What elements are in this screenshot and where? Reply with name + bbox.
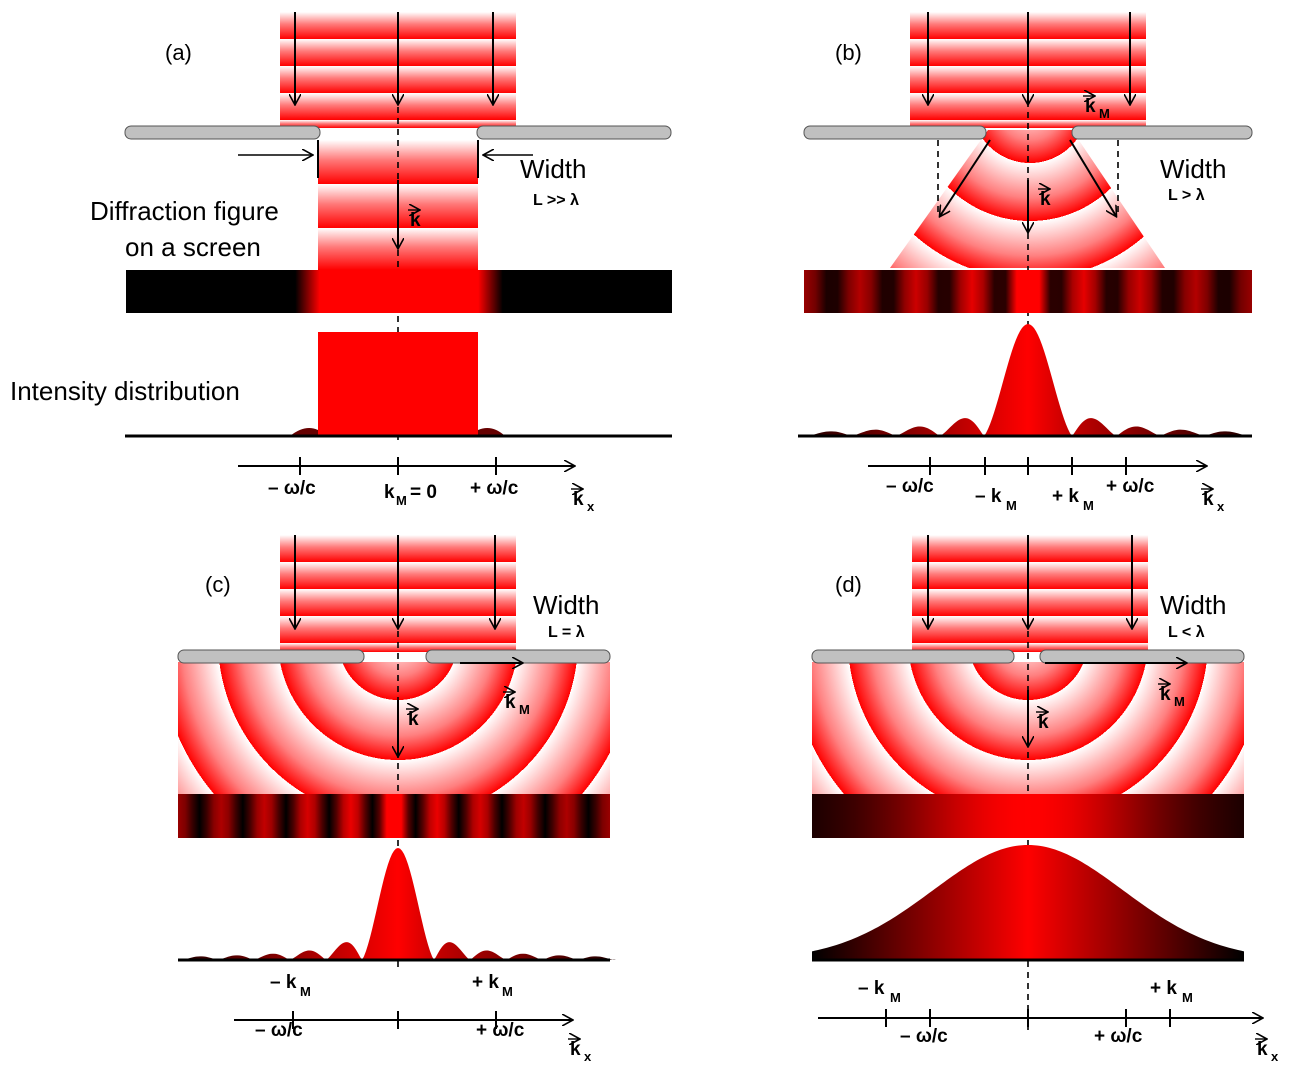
slit-bar: [425, 649, 611, 664]
panel-d-kM-label: k: [1160, 684, 1171, 705]
panel-d-screen: [812, 794, 1244, 838]
panel-a-axis-label-zero: = 0: [410, 482, 437, 503]
panel-c-axis-label-sub1: M: [300, 984, 311, 999]
panel-b-intensity-curve: [806, 324, 1250, 436]
panel-d-kM-sub: M: [1174, 694, 1185, 709]
panel-c-axis-label-sub2: M: [502, 984, 513, 999]
panel-a-tag: (a): [165, 40, 192, 65]
panel-b-screen: [804, 270, 1252, 313]
slit-bar: [124, 125, 321, 140]
panel-c-screen: [178, 794, 610, 838]
panel-c-axis-label-pos-k: + k: [472, 972, 499, 993]
panel-a-axis-label-pos: + ω/c: [470, 478, 519, 499]
panel-c-axis-label-pos-wc: + ω/c: [476, 1020, 525, 1041]
panel-d-condition: L < λ: [1168, 624, 1205, 641]
panel-c-diffracted-waves: [178, 662, 610, 794]
panel-b-diffracted-waves: [890, 130, 1165, 268]
panel-c-kM-label: k: [505, 692, 516, 713]
panel-b-tag: (b): [835, 40, 862, 65]
panel-d-incident-band: [912, 616, 1148, 643]
panel-d-width-label: Width: [1160, 590, 1226, 620]
panel-b-k-left: [940, 139, 991, 216]
panel-a-screen: [126, 270, 672, 313]
panel-d-tag: (d): [835, 572, 862, 597]
panel-d-kx-label: k: [1257, 1039, 1268, 1060]
panel-d-axis-label-neg-wc: – ω/c: [900, 1026, 948, 1047]
intensity-label: Intensity distribution: [10, 376, 240, 406]
panel-a-k-label: k: [410, 210, 421, 231]
panel-b-axis-label-pos-k: + k: [1052, 486, 1079, 507]
panel-a-intensity-rect: [318, 332, 478, 436]
panel-d-incident-band: [912, 535, 1148, 562]
panel-c-condition: L = λ: [548, 624, 585, 641]
panel-b-axis-label-pos-wc: + ω/c: [1106, 476, 1155, 497]
panel-d-intensity-curve: [812, 845, 1244, 960]
slit-bar: [476, 125, 672, 140]
panel-b-kx-sub: x: [1217, 499, 1225, 514]
panel-d-kx-sub: x: [1271, 1049, 1279, 1063]
panel-c-tag: (c): [205, 572, 231, 597]
panel-d-incident-band: [912, 562, 1148, 589]
panel-d-incident-band: [912, 643, 1148, 652]
panel-d-k-label: k: [1038, 712, 1049, 733]
panel-c-axis-label-neg-k: – k: [270, 972, 297, 993]
panel-b-width-label: Width: [1160, 154, 1226, 184]
panel-c-kM-sub: M: [519, 702, 530, 717]
panel-d-axis-label-sub1: M: [890, 990, 901, 1005]
slit-bar: [1039, 649, 1245, 664]
panel-d-axis-label-pos-wc: + ω/c: [1094, 1026, 1143, 1047]
panel-c-kx-label: k: [570, 1039, 581, 1060]
slit-bar: [803, 125, 987, 140]
panel-d-axis-label-pos-k: + k: [1150, 978, 1177, 999]
panel-c-axis-label-neg-wc: – ω/c: [255, 1020, 303, 1041]
panel-a-axis-label-neg: – ω/c: [268, 478, 316, 499]
panel-a-axis-label-sub: M: [396, 493, 407, 508]
panel-b-k-label: k: [1040, 189, 1051, 210]
diffraction-label-line2: on a screen: [125, 232, 261, 262]
panel-d-incident-band: [912, 589, 1148, 616]
panel-c-width-label: Width: [533, 590, 599, 620]
panel-a-width-label: Width: [520, 154, 586, 184]
slit-bar: [177, 649, 365, 664]
panel-a-kx-label: k: [573, 489, 584, 510]
panel-b-axis-label-neg-k: – k: [975, 486, 1002, 507]
panel-b-kx-label: k: [1203, 489, 1214, 510]
slit-bar: [1071, 125, 1253, 140]
diffraction-label-line1: Diffraction figure: [90, 196, 279, 226]
panel-b-axis-label-sub1: M: [1006, 498, 1017, 513]
slit-bar: [811, 649, 1015, 664]
panel-b-k-right: [1069, 139, 1116, 216]
panel-b-kM-label: k: [1085, 96, 1096, 117]
panel-d-axis-label-neg-k: – k: [858, 978, 885, 999]
panel-d-axis-label-sub2: M: [1182, 990, 1193, 1005]
panel-c-kx-sub: x: [584, 1049, 592, 1063]
panel-b-axis-label-neg-wc: – ω/c: [886, 476, 934, 497]
panel-a-condition: L >> λ: [533, 192, 579, 209]
panel-b-kM-sub: M: [1099, 106, 1110, 121]
panel-c-k-label: k: [408, 709, 419, 730]
panel-a-sidelobe-left: [290, 428, 318, 436]
panel-a-axis-label-k: k: [384, 482, 395, 503]
panel-a-kx-sub: x: [587, 499, 595, 514]
panel-a-sidelobe-right: [478, 428, 505, 436]
panel-c-intensity-curve: [180, 848, 616, 960]
panel-b-axis-label-sub2: M: [1083, 498, 1094, 513]
panel-b-condition: L > λ: [1168, 187, 1205, 204]
